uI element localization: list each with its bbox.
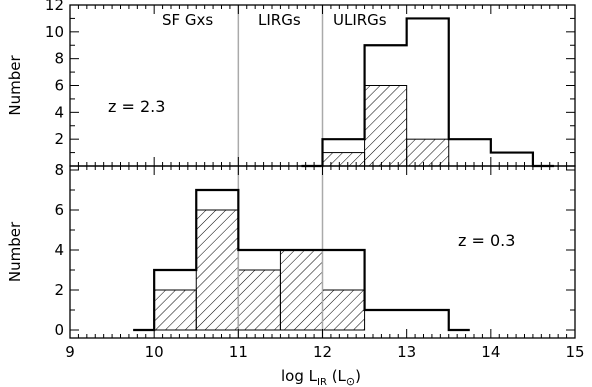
y-tick-label: 4 [54,241,64,259]
x-tick-label: 14 [481,343,500,361]
y-tick-label: 6 [54,201,64,219]
hatched-bar [279,249,323,331]
region-label: ULIRGs [333,11,387,29]
y-tick-label: 6 [54,77,64,95]
y-tick-label: 12 [45,0,64,14]
y-tick-label: 2 [54,130,64,148]
hatched-bar [364,85,408,167]
hatched-bar [153,289,197,331]
redshift-label: z = 2.3 [108,97,165,116]
y-tick-label: 4 [54,103,64,121]
outline-histogram [301,17,554,168]
y-tick-label: 2 [54,281,64,299]
hatched-bar [322,152,366,167]
x-tick-label: 13 [397,343,416,361]
hatched-bar [406,138,450,167]
y-tick-label: 8 [54,161,64,179]
outline-histogram [133,188,470,332]
region-label: LIRGs [258,11,301,29]
y-tick-label: 0 [54,321,64,339]
x-tick-label: 10 [145,343,164,361]
x-tick-label: 11 [229,343,248,361]
top-panel: 2 4 6 8 10 12 Number z = 2.3 SF Gxs LIRGs ULIRGs [6,0,576,168]
y-axis-title: Number [6,55,24,116]
x-tick-label: 15 [565,343,584,361]
hatched-bar [195,209,239,331]
y-axis-title: Number [6,221,24,282]
region-label: SF Gxs [162,11,213,29]
y-tick-label: 8 [54,50,64,68]
x-axis-title: log LIR (L⊙) [281,367,361,387]
bottom-panel: 0 2 4 6 8 9 10 11 12 13 14 15 Number z = 0.3 log LIR (… [6,161,585,387]
redshift-label: z = 0.3 [458,231,515,250]
x-tick-label: 9 [65,343,75,361]
hatched-bar [237,269,281,331]
x-tick-label: 12 [313,343,332,361]
y-tick-label: 10 [45,23,64,41]
hatched-bar [322,289,366,331]
